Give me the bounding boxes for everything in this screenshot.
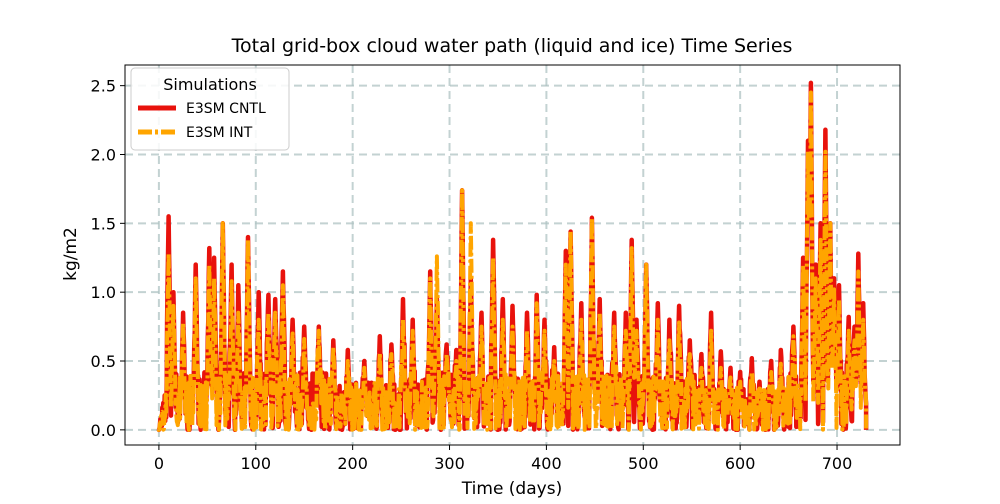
series-layer	[156, 80, 869, 433]
x-tick-label: 500	[628, 454, 659, 473]
y-tick-label: 2.0	[91, 145, 116, 164]
legend-label-e3sm-cntl: E3SM CNTL	[186, 101, 266, 117]
y-axis-label: kg/m2	[61, 227, 81, 281]
legend-label-e3sm-int: E3SM INT	[186, 125, 253, 141]
y-tick-label: 2.5	[91, 77, 116, 96]
chart-title: Total grid-box cloud water path (liquid …	[231, 35, 793, 57]
y-tick-label: 1.0	[91, 283, 116, 302]
x-tick-label: 600	[725, 454, 756, 473]
x-tick-label: 300	[434, 454, 465, 473]
series-line-e3sm-int	[156, 90, 869, 432]
x-tick-label: 100	[241, 454, 272, 473]
x-tick-label: 0	[154, 454, 164, 473]
plot-frame	[124, 64, 901, 446]
y-tick-label: 0.0	[91, 421, 116, 440]
legend: Simulations E3SM CNTL E3SM INT	[130, 67, 290, 151]
legend-title: Simulations	[163, 75, 257, 94]
y-tick-label: 1.5	[91, 214, 116, 233]
x-tick-label: 700	[822, 454, 853, 473]
x-tick-label: 400	[531, 454, 562, 473]
axes-layer: 0 100 200 300 400 500 600 700 0.0 0.5 1.0 1.5 2.0 2.5	[91, 64, 901, 473]
x-axis-label: Time (days)	[461, 479, 562, 499]
y-tick-label: 0.5	[91, 352, 116, 371]
x-tick-label: 200	[337, 454, 368, 473]
